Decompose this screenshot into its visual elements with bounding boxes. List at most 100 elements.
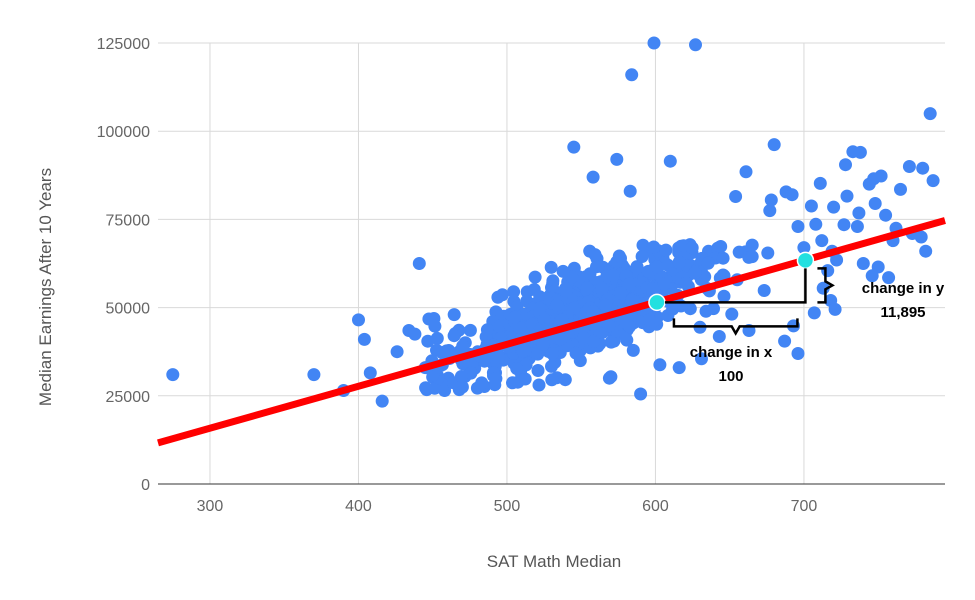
data-point <box>767 138 781 152</box>
data-point <box>606 268 620 282</box>
data-point <box>531 364 545 377</box>
y-tick-label: 100000 <box>97 124 150 141</box>
data-point <box>850 220 864 233</box>
data-point <box>421 334 435 348</box>
y-tick-label: 50000 <box>106 301 151 318</box>
data-point <box>604 335 618 349</box>
data-point <box>614 286 627 300</box>
data-point <box>623 184 637 198</box>
data-point <box>840 189 854 203</box>
data-point <box>508 310 522 324</box>
data-point <box>555 313 569 327</box>
data-point <box>488 378 502 392</box>
data-point <box>894 182 907 196</box>
data-point <box>588 248 602 262</box>
data-point <box>480 323 494 337</box>
x-tick-label: 500 <box>494 498 521 515</box>
data-point <box>506 376 519 390</box>
data-point <box>689 38 702 52</box>
data-point <box>764 193 778 207</box>
data-point <box>447 329 461 343</box>
data-point <box>647 240 661 254</box>
data-point <box>879 208 893 222</box>
data-point <box>645 282 659 295</box>
data-point <box>577 331 591 345</box>
trendline <box>157 217 946 447</box>
data-point <box>647 36 661 50</box>
data-point <box>815 234 829 248</box>
tick-labels: 300 400 500 600 700 0 25000 50000 75000 100000 125… <box>97 36 818 515</box>
data-point <box>536 337 550 351</box>
data-point <box>804 199 818 213</box>
data-point <box>919 244 933 258</box>
data-point <box>679 276 693 290</box>
data-point <box>527 283 541 296</box>
y-tick-label: 0 <box>141 477 150 494</box>
run-rise-guide <box>664 268 807 304</box>
data-point <box>610 152 624 166</box>
data-point <box>663 154 677 168</box>
data-point <box>711 241 725 255</box>
change-x-label: change in x <box>690 344 773 361</box>
data-point <box>688 266 702 280</box>
data-point <box>871 260 885 274</box>
data-point <box>902 160 916 173</box>
data-point <box>797 241 811 255</box>
data-point <box>827 200 841 214</box>
data-point <box>712 330 726 343</box>
data-point <box>813 176 827 190</box>
x-tick-label: 400 <box>345 498 372 515</box>
data-point <box>837 218 851 232</box>
data-point <box>882 271 896 285</box>
data-point <box>475 376 489 390</box>
x-tick-label: 300 <box>197 498 224 515</box>
y-tick-label: 75000 <box>106 212 151 229</box>
data-point <box>599 298 612 312</box>
data-point <box>807 306 821 320</box>
data-point <box>785 188 799 202</box>
data-point <box>307 368 321 382</box>
y-tick-label: 125000 <box>97 36 150 53</box>
data-point <box>447 308 461 322</box>
data-point <box>926 174 940 188</box>
data-point <box>914 230 928 244</box>
data-point <box>868 197 882 210</box>
change-y-label: change in y <box>862 280 945 297</box>
data-point <box>428 381 442 395</box>
data-point <box>587 334 601 348</box>
data-point <box>412 257 426 270</box>
data-point <box>428 319 442 333</box>
data-point <box>717 289 731 303</box>
change-x-value: 100 <box>718 368 743 385</box>
data-point <box>528 270 542 284</box>
data-point <box>650 260 664 274</box>
data-point <box>745 250 759 264</box>
data-point <box>642 313 656 327</box>
data-point <box>821 264 835 278</box>
data-point <box>916 161 930 175</box>
data-point <box>659 243 673 257</box>
data-point <box>626 343 640 357</box>
highlight-point <box>796 251 815 270</box>
data-point <box>595 282 609 296</box>
data-point <box>839 158 852 172</box>
data-point <box>612 249 626 263</box>
data-point <box>492 319 506 333</box>
data-point <box>533 301 546 315</box>
data-point <box>739 165 753 179</box>
data-point <box>567 140 581 154</box>
data-point <box>545 373 559 387</box>
data-point <box>554 332 568 346</box>
change-x-brace <box>672 318 799 336</box>
data-point <box>757 284 771 297</box>
data-point <box>408 327 422 341</box>
data-point <box>580 281 594 295</box>
highlight-point <box>648 293 666 312</box>
data-point <box>513 321 527 334</box>
data-point <box>602 319 616 333</box>
data-point <box>439 345 453 359</box>
data-point <box>545 347 559 361</box>
data-point <box>518 372 532 386</box>
data-point <box>635 250 649 263</box>
change-y-value: 11,895 <box>880 304 925 321</box>
